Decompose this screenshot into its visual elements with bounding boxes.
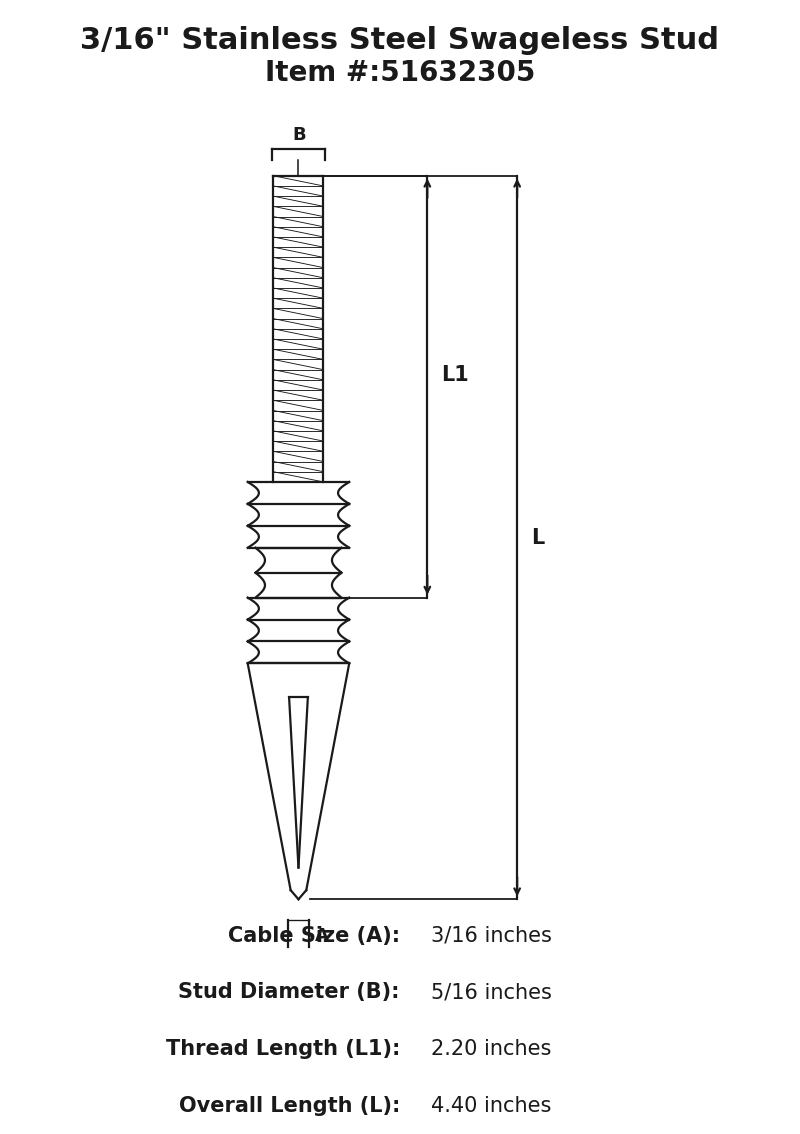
Text: 4.40 inches: 4.40 inches: [431, 1095, 552, 1116]
Text: 3/16 inches: 3/16 inches: [431, 925, 552, 946]
Text: Cable Size (A):: Cable Size (A):: [228, 925, 400, 946]
Text: Stud Diameter (B):: Stud Diameter (B):: [178, 982, 400, 1002]
Text: Thread Length (L1):: Thread Length (L1):: [166, 1039, 400, 1059]
Text: L: L: [531, 527, 545, 548]
Text: 2.20 inches: 2.20 inches: [431, 1039, 552, 1059]
Text: Overall Length (L):: Overall Length (L):: [178, 1095, 400, 1116]
Text: 3/16" Stainless Steel Swageless Stud: 3/16" Stainless Steel Swageless Stud: [81, 26, 719, 56]
Text: 5/16 inches: 5/16 inches: [431, 982, 552, 1002]
Text: A: A: [315, 926, 329, 945]
Text: B: B: [293, 126, 306, 144]
Text: L1: L1: [442, 365, 469, 386]
Text: Item #:51632305: Item #:51632305: [265, 59, 535, 87]
